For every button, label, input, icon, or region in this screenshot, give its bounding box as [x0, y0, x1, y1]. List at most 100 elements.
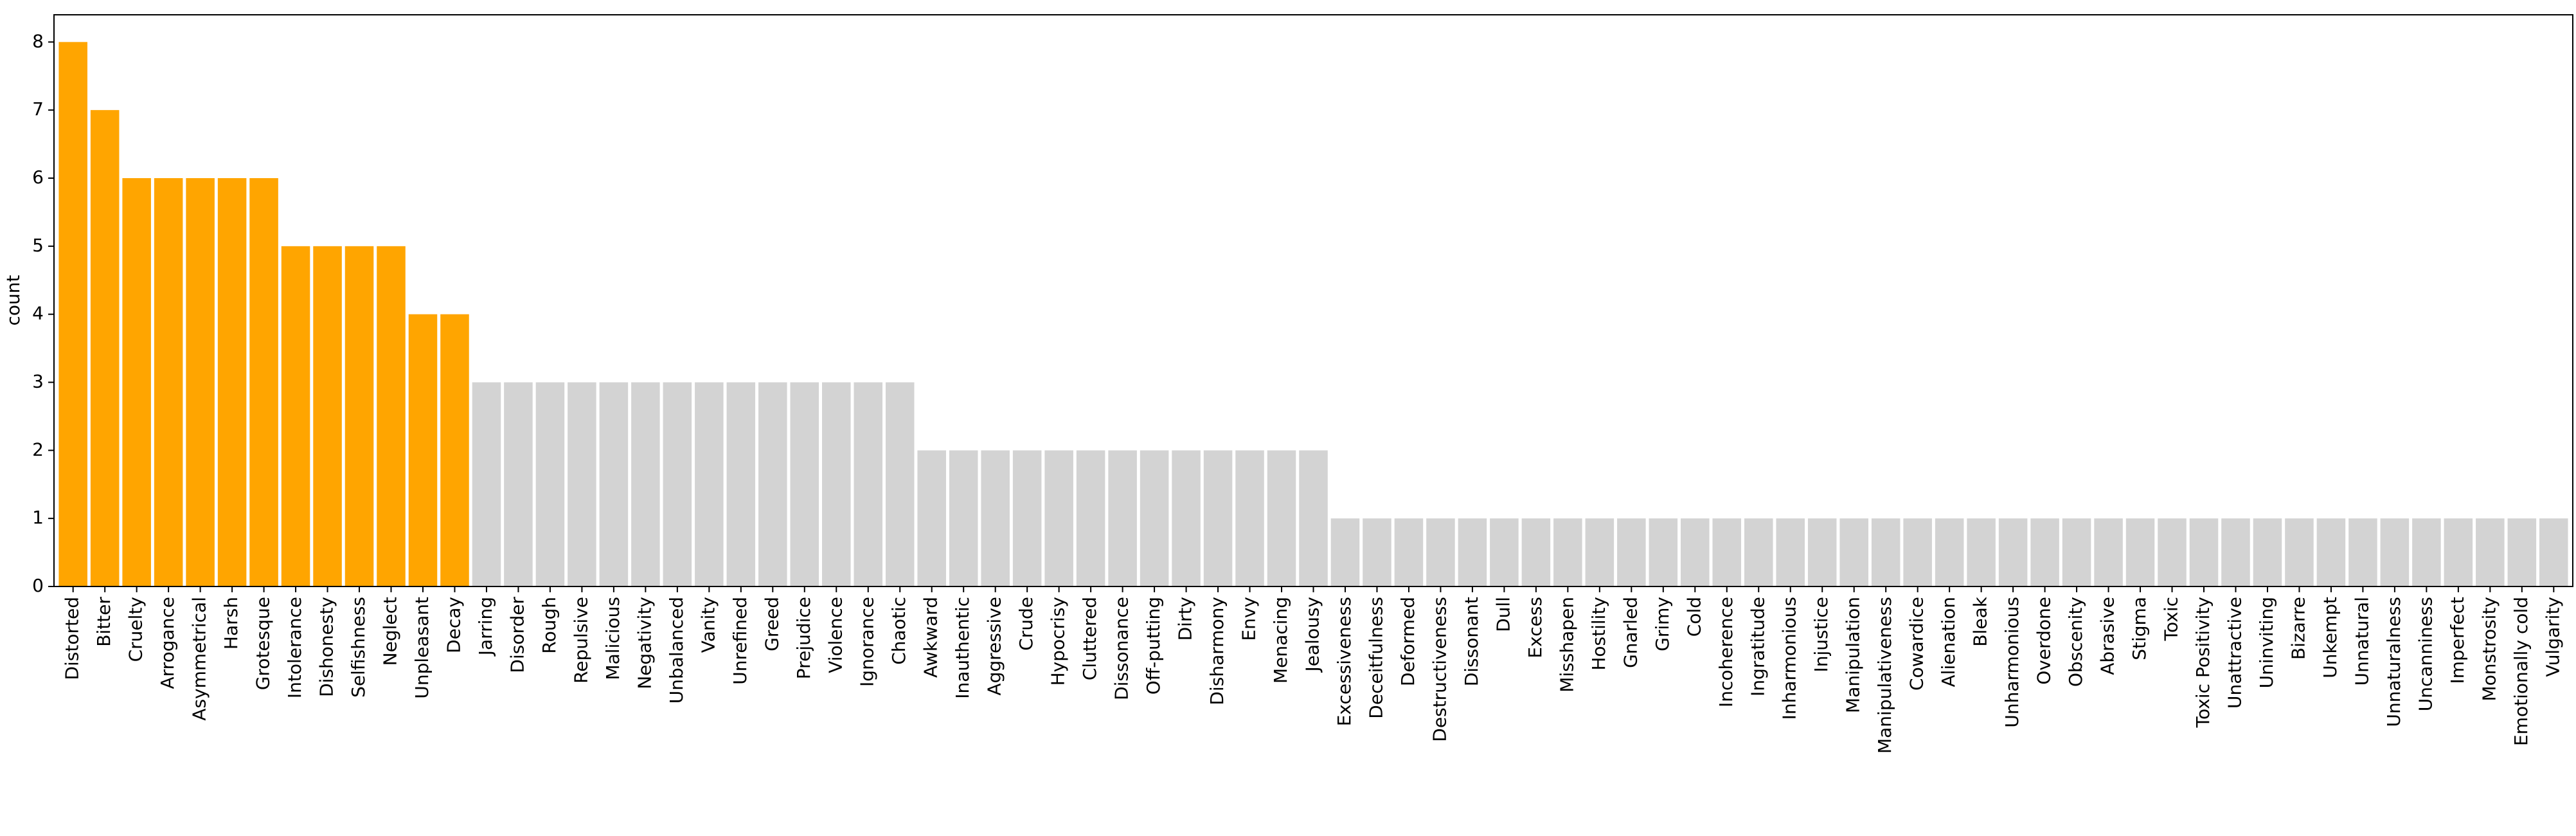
bar [1044, 450, 1073, 586]
x-tick-label: Manipulativeness [1874, 597, 1895, 754]
bar [2253, 518, 2282, 586]
bar [1839, 518, 1868, 586]
bar [2125, 518, 2155, 586]
bar [1299, 450, 1328, 586]
bar [2348, 518, 2377, 586]
x-tick-label: Toxic Positivity [2192, 597, 2214, 728]
plot-frame [53, 14, 2573, 587]
x-tick-label: Unkempt [2320, 597, 2341, 678]
x-tick-label: Selfishness [348, 597, 369, 698]
y-tick-label: 2 [32, 439, 44, 460]
x-tick-label: Inharmonious [1779, 597, 1800, 720]
x-tick-label: Bitter [93, 597, 114, 647]
x-tick-label: Neglect [380, 597, 401, 666]
x-tick-label: Misshapen [1556, 597, 1577, 693]
y-tick-label: 8 [32, 30, 44, 51]
x-tick-label: Excessiveness [1334, 597, 1355, 726]
bar [1681, 518, 1710, 586]
x-tick-label: Cold [1683, 597, 1704, 637]
bar [1235, 450, 1264, 586]
bar [344, 246, 374, 586]
x-tick-label: Cruelty [125, 597, 147, 662]
bar [1967, 518, 1996, 586]
x-tick-label: Harsh [220, 597, 242, 650]
y-tick-label: 7 [32, 98, 44, 120]
bar [1172, 450, 1201, 586]
bar [1076, 450, 1105, 586]
x-tick-label: Vanity [697, 597, 719, 653]
bar [2189, 518, 2219, 586]
x-tick-label: Uninviting [2256, 597, 2277, 688]
bar [313, 246, 342, 586]
y-tick-label: 3 [32, 371, 44, 392]
x-tick-label: Hostility [1588, 597, 1609, 671]
bar [122, 178, 151, 586]
bar [2380, 518, 2410, 586]
bar [917, 450, 946, 586]
x-tick-label: Disorder [506, 597, 528, 673]
bar [1585, 518, 1614, 586]
x-tick-label: Unnatural [2351, 597, 2372, 686]
bar [1426, 518, 1455, 586]
x-tick-label: Incoherence [1715, 597, 1737, 707]
x-tick-label: Vulgarity [2542, 597, 2563, 677]
bar [1490, 518, 1519, 586]
x-tick-label: Intolerance [284, 597, 305, 698]
y-axis-label: count [3, 275, 24, 325]
x-tick-label: Decay [443, 597, 464, 653]
bar [1553, 518, 1582, 586]
x-tick-label: Manipulation [1843, 597, 1864, 713]
bar [758, 382, 787, 586]
bar [535, 382, 565, 586]
x-tick-label: Overdone [2034, 597, 2055, 685]
x-tick-label: Distorted [62, 597, 83, 680]
bar [790, 382, 819, 586]
bar [726, 382, 756, 586]
x-tick-label: Unbalanced [666, 597, 687, 704]
bar [1012, 450, 1042, 586]
bar [1712, 518, 1742, 586]
x-tick-label: Inauthentic [952, 597, 973, 699]
x-tick-label: Dissonant [1461, 597, 1482, 686]
x-tick-label: Dull [1492, 597, 1514, 632]
bar [1363, 518, 1391, 586]
bar [58, 42, 87, 587]
bar [2158, 518, 2187, 586]
y-tick-label: 4 [32, 303, 44, 324]
x-tick-label: Aggressive [984, 597, 1005, 696]
bar [1649, 518, 1678, 586]
y-tick-label: 5 [32, 235, 44, 256]
bar [1267, 450, 1296, 586]
x-tick-label: Uncanniness [2415, 597, 2436, 711]
x-tick-label: Imperfect [2447, 597, 2468, 684]
bar [2221, 518, 2250, 586]
bar [1903, 518, 1932, 586]
x-tick-label: Unattractive [2224, 597, 2245, 709]
bar [885, 382, 915, 586]
bar [821, 382, 851, 586]
x-tick-label: Emotionally cold [2510, 597, 2532, 746]
y-tick-label: 1 [32, 507, 44, 528]
bar [854, 382, 883, 586]
x-tick-label: Deceitfulness [1365, 597, 1386, 719]
bar [217, 178, 247, 586]
bar [695, 382, 724, 586]
x-tick-label: Off-putting [1143, 597, 1164, 695]
x-tick-label: Arrogance [157, 597, 178, 689]
bar [2476, 518, 2505, 586]
bar [2539, 518, 2568, 586]
bar [1458, 518, 1487, 586]
y-tick-label: 0 [32, 575, 44, 596]
x-tick-label: Bizarre [2287, 597, 2309, 660]
bar [249, 178, 278, 586]
bar [1998, 518, 2028, 586]
bar [154, 178, 183, 586]
x-tick-label: Cowardice [1906, 597, 1928, 691]
x-tick-label: Gnarled [1620, 597, 1641, 668]
x-tick-label: Asymmetrical [189, 597, 210, 721]
x-tick-label: Abrasive [2097, 597, 2118, 675]
y-tick-label: 6 [32, 167, 44, 188]
x-tick-label: Bleak [1970, 596, 1991, 646]
bar [949, 450, 978, 586]
x-tick-label: Unnaturalness [2383, 597, 2404, 727]
